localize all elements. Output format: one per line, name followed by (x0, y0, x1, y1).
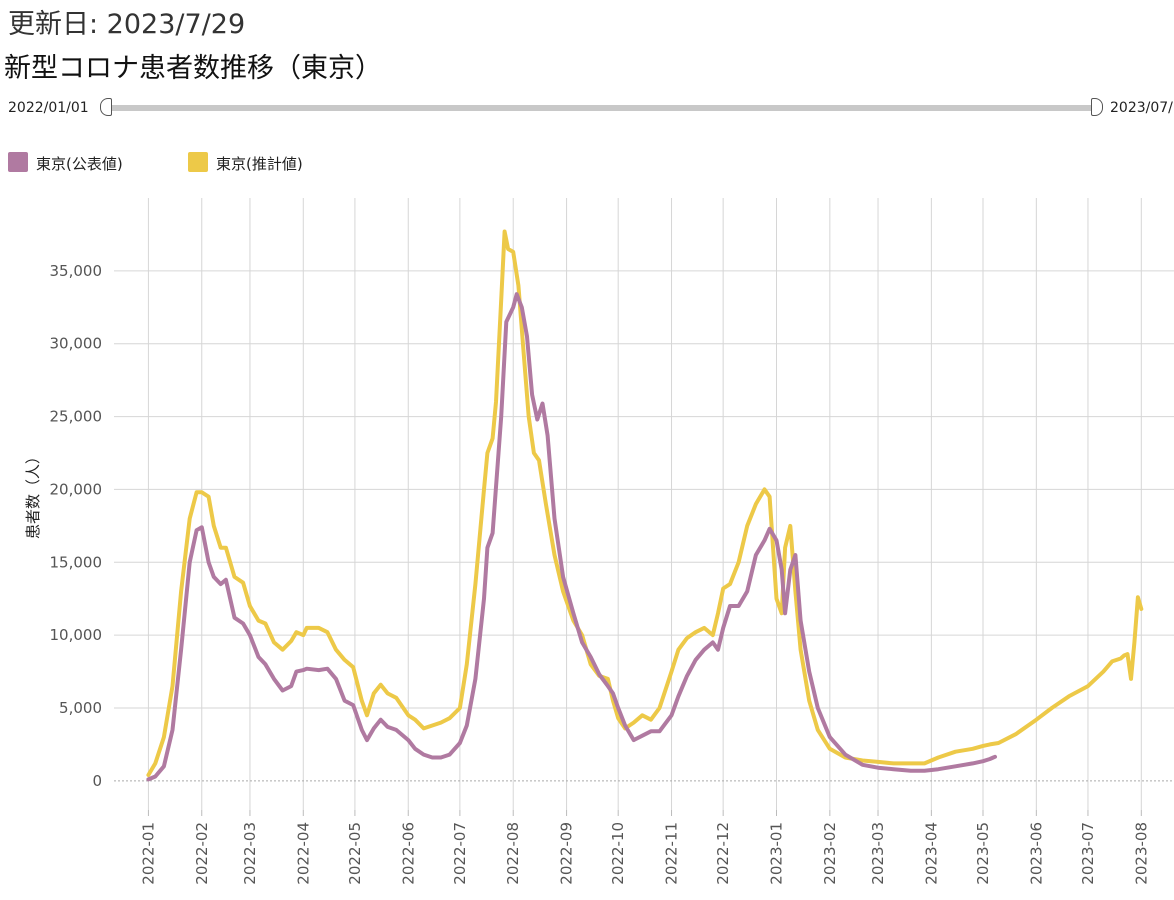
x-tick-label: 2022-01 (139, 822, 157, 885)
date-range-slider[interactable]: 2022/01/01 2023/07/ (0, 96, 1174, 122)
y-tick-label: 30,000 (50, 335, 103, 353)
series-line-estimated (146, 229, 1144, 777)
legend-swatch-estimated (188, 152, 208, 172)
legend-label-estimated: 東京(推計値) (216, 155, 303, 173)
range-start-label: 2022/01/01 (8, 100, 89, 116)
range-track[interactable] (106, 105, 1096, 111)
updated-date: 更新日: 2023/7/29 (8, 9, 246, 40)
x-tick-label: 2023-02 (821, 822, 839, 885)
range-end-handle[interactable] (1091, 98, 1103, 116)
y-tick-label: 35,000 (50, 262, 103, 280)
page-title: 新型コロナ患者数推移（東京） (4, 53, 382, 84)
range-end-label: 2023/07/ (1110, 100, 1173, 116)
y-tick-label: 20,000 (50, 480, 103, 498)
x-tick-label: 2022-10 (609, 822, 627, 885)
x-tick-label: 2023-05 (974, 822, 992, 885)
x-tick-label: 2022-09 (558, 822, 576, 885)
x-tick-label: 2023-08 (1132, 822, 1150, 885)
x-tick-label: 2022-06 (399, 822, 417, 885)
x-tick-label: 2022-02 (193, 822, 211, 885)
x-tick-label: 2022-08 (504, 822, 522, 885)
x-tick-label: 2022-07 (451, 822, 469, 885)
x-tick-label: 2023-03 (869, 822, 887, 885)
legend-label-published: 東京(公表値) (36, 155, 123, 173)
x-tick-label: 2022-04 (294, 822, 312, 885)
y-tick-label: 15,000 (50, 553, 103, 571)
legend-swatch-published (8, 152, 28, 172)
y-tick-label: 25,000 (50, 408, 103, 426)
x-tick-label: 2023-04 (922, 822, 940, 885)
x-tick-label: 2023-06 (1027, 822, 1045, 885)
line-chart: 2022-01 2022-02 2022-03 2022-04 2022-05 2022-… (24, 198, 1174, 885)
x-tick-label: 2022-03 (241, 822, 259, 885)
y-tick-label: 5,000 (59, 699, 102, 717)
x-tick-label: 2022-05 (346, 822, 364, 885)
range-start-handle[interactable] (100, 98, 112, 116)
x-tick-label: 2022-12 (714, 822, 732, 885)
y-axis-label: 患者数（人） (24, 449, 42, 539)
y-tick-label: 10,000 (50, 626, 103, 644)
y-tick-label: 0 (92, 772, 102, 790)
series-line-published (146, 292, 997, 782)
x-tick-label: 2023-01 (768, 822, 786, 885)
x-tick-label: 2023-07 (1079, 822, 1097, 885)
x-tick-label: 2022-11 (663, 822, 681, 885)
